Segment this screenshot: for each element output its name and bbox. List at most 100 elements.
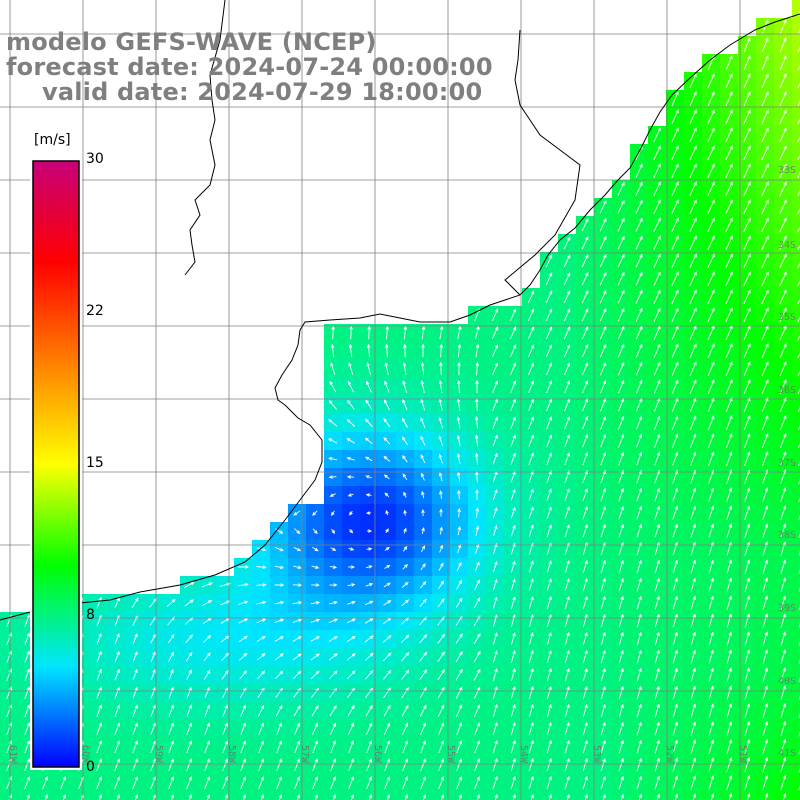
wind-arrow	[689, 127, 697, 142]
wind-arrow	[528, 488, 534, 501]
wind-arrow	[618, 703, 624, 718]
wind-arrow	[401, 436, 408, 446]
wind-arrow	[690, 577, 696, 592]
wind-arrow	[672, 649, 678, 664]
lat-label: 41S	[777, 748, 796, 759]
wind-arrow	[274, 583, 285, 587]
wind-arrow	[384, 380, 390, 393]
wind-arrow	[635, 217, 643, 232]
wind-arrow	[636, 433, 643, 448]
wind-arrow	[618, 739, 624, 754]
wind-arrow	[439, 325, 444, 340]
wind-arrow	[114, 776, 120, 790]
wind-arrow	[743, 361, 751, 377]
wind-arrow	[293, 705, 301, 717]
wind-arrow	[528, 739, 534, 754]
wind-arrow	[473, 668, 481, 681]
wind-arrow	[545, 272, 553, 285]
wind-arrow	[384, 546, 390, 551]
wind-arrow	[725, 307, 733, 322]
lon-label: 55W	[445, 745, 456, 764]
wind-arrow	[690, 703, 696, 718]
wind-arrow	[600, 613, 606, 628]
wind-arrow	[762, 703, 769, 719]
wind-arrow	[492, 560, 498, 573]
wind-arrow	[202, 599, 213, 606]
wind-arrow	[473, 597, 481, 609]
wind-arrow	[237, 565, 250, 569]
wind-arrow	[600, 379, 607, 394]
wind-arrow	[383, 600, 392, 606]
wind-arrow	[707, 217, 715, 232]
wind-arrow	[384, 343, 389, 358]
wind-arrow	[690, 685, 696, 700]
wind-arrow	[617, 289, 625, 304]
wind-arrow	[258, 758, 264, 772]
wind-arrow	[636, 595, 642, 610]
wind-arrow	[636, 415, 643, 430]
wind-arrow	[779, 451, 787, 467]
wind-arrow	[437, 633, 445, 644]
wind-speed-cell	[792, 108, 800, 127]
wind-arrow	[599, 235, 607, 250]
wind-arrow	[24, 740, 30, 754]
wind-arrow	[420, 361, 425, 376]
wind-arrow	[707, 163, 715, 178]
wind-arrow	[708, 721, 714, 736]
wind-arrow	[761, 37, 769, 53]
wind-arrow	[548, 793, 552, 800]
wind-arrow	[582, 577, 588, 592]
wind-arrow	[492, 380, 499, 393]
wind-arrow	[653, 127, 661, 142]
wind-arrow	[258, 740, 264, 753]
wind-arrow	[654, 451, 661, 466]
wind-arrow	[780, 613, 786, 628]
wind-arrow	[383, 722, 391, 735]
wind-arrow	[564, 649, 570, 664]
wind-arrow	[779, 55, 787, 71]
wind-arrow	[114, 704, 120, 717]
wind-arrow	[545, 308, 553, 321]
wind-arrow	[310, 600, 321, 605]
wind-arrow	[546, 757, 552, 772]
lon-label: 57W	[299, 745, 310, 764]
wind-arrow	[582, 667, 588, 682]
wind-arrow	[656, 793, 661, 800]
wind-arrow	[600, 559, 606, 574]
wind-arrow	[635, 361, 643, 376]
wind-arrow	[242, 794, 246, 800]
wind-arrow	[744, 559, 750, 574]
wind-arrow	[671, 91, 679, 107]
wind-arrow	[546, 560, 552, 574]
wind-arrow	[726, 595, 732, 610]
wind-arrow	[779, 37, 787, 53]
wind-arrow	[401, 417, 408, 428]
wind-arrow	[492, 525, 498, 537]
wind-arrow	[491, 308, 499, 321]
wind-arrow	[419, 598, 427, 607]
wind-arrow	[690, 451, 697, 466]
wind-arrow	[546, 380, 553, 394]
wind-arrow	[114, 650, 120, 663]
wind-arrow	[780, 667, 786, 682]
wind-arrow	[292, 670, 302, 680]
wind-arrow	[618, 415, 625, 430]
wind-arrow	[528, 668, 534, 682]
wind-arrow	[474, 452, 479, 465]
wind-arrow	[671, 145, 679, 160]
wind-arrow	[636, 775, 642, 790]
wind-arrow	[746, 792, 751, 800]
wind-speed-cell	[792, 342, 800, 361]
wind-arrow	[204, 686, 210, 699]
wind-arrow	[365, 475, 372, 479]
wind-arrow	[492, 578, 498, 591]
wind-arrow	[618, 613, 624, 628]
wind-arrow	[183, 581, 195, 589]
wind-arrow	[690, 523, 696, 538]
wind-arrow	[274, 653, 284, 661]
wind-speed-cell	[306, 792, 325, 800]
wind-arrow	[365, 600, 374, 606]
wind-arrow	[546, 452, 552, 465]
wind-arrow	[582, 488, 588, 502]
wind-arrow	[581, 326, 589, 340]
